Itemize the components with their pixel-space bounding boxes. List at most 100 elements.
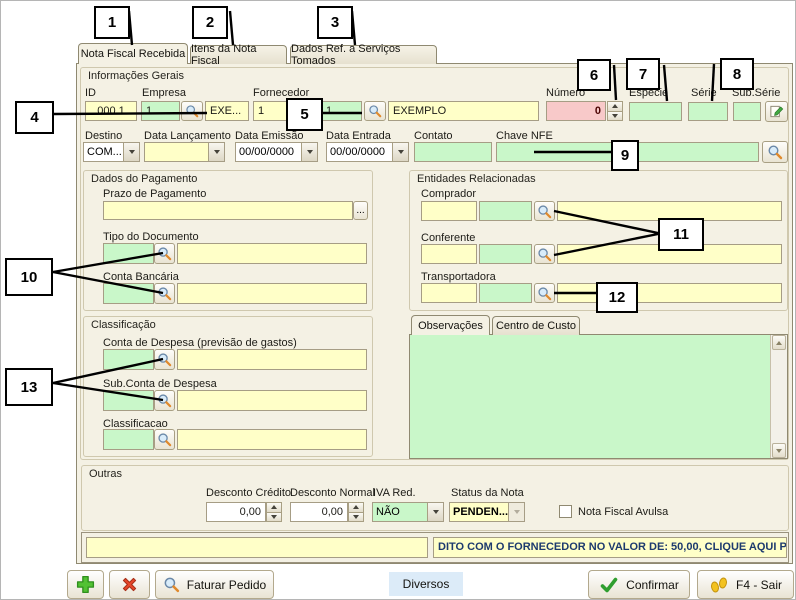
comprador-id-field[interactable] bbox=[421, 201, 477, 221]
add-button[interactable] bbox=[67, 570, 104, 599]
confirmar-button[interactable]: Confirmar bbox=[588, 570, 690, 599]
conferente-search-button[interactable] bbox=[534, 244, 555, 264]
data-entrada-select[interactable]: 00/00/0000 bbox=[326, 142, 409, 162]
callout-1: 1 bbox=[94, 6, 130, 39]
transportadora-name-field[interactable] bbox=[557, 283, 782, 303]
transportadora-search-button[interactable] bbox=[534, 283, 555, 303]
group-title-outras: Outras bbox=[89, 468, 123, 480]
prazo-pagamento-field[interactable] bbox=[103, 201, 353, 220]
search-icon bbox=[538, 247, 552, 261]
tipo-documento-label: Tipo do Documento bbox=[103, 231, 199, 243]
data-emissao-select[interactable]: 00/00/0000 bbox=[235, 142, 318, 162]
empresa-name-field[interactable]: EXE... bbox=[205, 101, 249, 121]
callout-3: 3 bbox=[317, 6, 353, 39]
serie-field[interactable] bbox=[688, 102, 728, 121]
nota-fiscal-avulsa-checkbox[interactable] bbox=[559, 505, 572, 518]
dropdown-arrow-icon[interactable] bbox=[123, 143, 139, 161]
data-lancamento-label: Data Lançamento bbox=[144, 130, 231, 142]
edit-note-button[interactable] bbox=[765, 101, 788, 122]
spin-down-icon[interactable] bbox=[348, 512, 364, 522]
message-input-field[interactable] bbox=[86, 537, 428, 558]
faturar-pedido-label: Faturar Pedido bbox=[186, 577, 267, 592]
callout-13: 13 bbox=[5, 368, 53, 406]
sair-button[interactable]: F4 - Sair bbox=[697, 570, 794, 599]
contato-field[interactable] bbox=[414, 142, 492, 162]
observacoes-scrollbar[interactable] bbox=[770, 335, 787, 458]
empresa-label: Empresa bbox=[142, 87, 187, 99]
dropdown-arrow-icon[interactable] bbox=[301, 143, 317, 161]
spin-up-icon[interactable] bbox=[607, 101, 623, 112]
especie-field[interactable] bbox=[629, 102, 682, 121]
comprador-search-button[interactable] bbox=[534, 201, 555, 221]
sub-conta-search-button[interactable] bbox=[154, 390, 175, 411]
desconto-normal-spinner[interactable] bbox=[348, 502, 364, 522]
prazo-pagamento-ellipsis-button[interactable]: ... bbox=[353, 201, 368, 220]
empresa-search-button[interactable] bbox=[181, 101, 203, 121]
destino-select[interactable]: COM... bbox=[83, 142, 140, 162]
search-icon bbox=[768, 145, 783, 160]
sub-conta-name-field[interactable] bbox=[177, 390, 367, 411]
transportadora-code-field[interactable] bbox=[479, 283, 532, 303]
dropdown-arrow-icon[interactable] bbox=[427, 503, 443, 521]
iva-red-select[interactable]: NÃO bbox=[372, 502, 444, 522]
spin-up-icon[interactable] bbox=[266, 502, 282, 513]
tipo-documento-search-button[interactable] bbox=[154, 243, 175, 264]
search-icon bbox=[158, 433, 172, 447]
tab-dados-ref-servicos[interactable]: Dados Ref. a Serviços Tomados bbox=[290, 43, 437, 67]
scroll-down-icon[interactable] bbox=[772, 443, 786, 458]
id-field[interactable]: 000 1 bbox=[85, 101, 137, 121]
scroll-up-icon[interactable] bbox=[772, 335, 786, 350]
callout-5: 5 bbox=[286, 98, 323, 131]
sair-label: F4 - Sair bbox=[735, 577, 782, 592]
spin-up-icon[interactable] bbox=[348, 502, 364, 513]
group-dados-pagamento: Dados do Pagamento bbox=[83, 170, 373, 311]
tab-observacoes[interactable]: Observações bbox=[411, 315, 490, 335]
conta-bancaria-name-field[interactable] bbox=[177, 283, 367, 304]
prazo-pagamento-label: Prazo de Pagamento bbox=[103, 188, 207, 200]
conferente-code-field[interactable] bbox=[479, 244, 532, 264]
sub-conta-code-field[interactable] bbox=[103, 390, 154, 411]
classificacao-code-field[interactable] bbox=[103, 429, 154, 450]
conferente-id-field[interactable] bbox=[421, 244, 477, 264]
chave-nfe-search-button[interactable] bbox=[762, 141, 788, 163]
tab-itens-da-nota-fiscal[interactable]: Itens da Nota Fiscal bbox=[190, 43, 287, 67]
conta-despesa-search-button[interactable] bbox=[154, 349, 175, 370]
fornecedor-search-button[interactable] bbox=[364, 101, 386, 121]
tipo-documento-name-field[interactable] bbox=[177, 243, 367, 264]
empresa-code-field[interactable]: 1 bbox=[141, 101, 180, 121]
classificacao-name-field[interactable] bbox=[177, 429, 367, 450]
conta-bancaria-search-button[interactable] bbox=[154, 283, 175, 304]
data-lancamento-select[interactable] bbox=[144, 142, 225, 162]
classificacao-search-button[interactable] bbox=[154, 429, 175, 450]
chave-nfe-label: Chave NFE bbox=[496, 130, 553, 142]
conta-despesa-name-field[interactable] bbox=[177, 349, 367, 370]
especie-label: Especie bbox=[629, 87, 669, 99]
numero-field[interactable]: 0 bbox=[546, 101, 606, 121]
faturar-pedido-button[interactable]: Faturar Pedido bbox=[155, 570, 274, 599]
search-icon bbox=[158, 353, 172, 367]
tab-centro-de-custo[interactable]: Centro de Custo bbox=[492, 316, 580, 335]
tipo-documento-code-field[interactable] bbox=[103, 243, 154, 264]
sub-serie-field[interactable] bbox=[733, 102, 761, 121]
spin-down-icon[interactable] bbox=[607, 111, 623, 121]
transportadora-id-field[interactable] bbox=[421, 283, 477, 303]
pending-order-notice[interactable]: DITO COM O FORNECEDOR NO VALOR DE: 50,00… bbox=[433, 537, 787, 558]
desconto-normal-field[interactable]: 0,00 bbox=[290, 502, 348, 522]
numero-spinner[interactable] bbox=[607, 101, 623, 121]
observacoes-textarea[interactable] bbox=[409, 334, 788, 459]
fornecedor-name-field[interactable]: EXEMPLO bbox=[388, 101, 539, 121]
conta-despesa-label: Conta de Despesa (previsão de gastos) bbox=[103, 337, 297, 349]
comprador-code-field[interactable] bbox=[479, 201, 532, 221]
transportadora-label: Transportadora bbox=[421, 271, 496, 283]
dropdown-arrow-icon[interactable] bbox=[392, 143, 408, 161]
delete-button[interactable] bbox=[109, 570, 150, 599]
dropdown-arrow-icon[interactable] bbox=[208, 143, 224, 161]
tab-nota-fiscal-recebida[interactable]: Nota Fiscal Recebida bbox=[78, 43, 188, 64]
spin-down-icon[interactable] bbox=[266, 512, 282, 522]
desconto-credito-field[interactable]: 0,00 bbox=[206, 502, 266, 522]
status-nota-select[interactable]: PENDEN... bbox=[449, 502, 525, 522]
desconto-credito-spinner[interactable] bbox=[266, 502, 282, 522]
conta-bancaria-label: Conta Bancária bbox=[103, 271, 179, 283]
conta-despesa-code-field[interactable] bbox=[103, 349, 154, 370]
conta-bancaria-code-field[interactable] bbox=[103, 283, 154, 304]
